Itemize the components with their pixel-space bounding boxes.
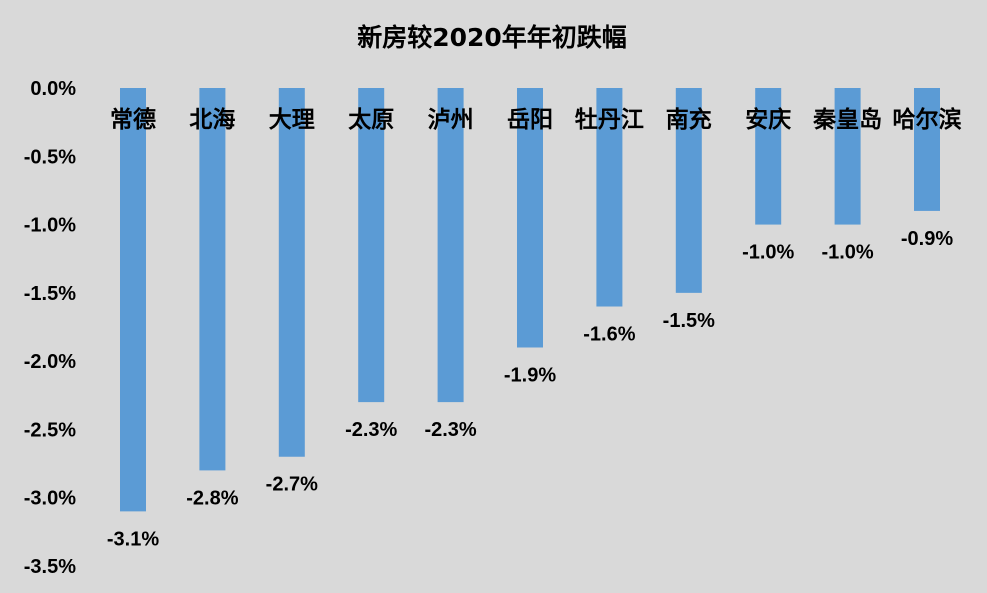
category-labels: 常德 北海 大理 太原 泸州 岳阳 牡丹江 南充 安庆 秦皇岛 哈尔滨: [110, 106, 962, 133]
bar: [675, 88, 702, 293]
bar: [358, 88, 385, 403]
category-label: 牡丹江: [575, 107, 644, 133]
value-label: -1.0%: [821, 242, 873, 264]
value-label: -2.7%: [266, 474, 318, 496]
category-label: 安庆: [745, 106, 791, 133]
y-tick-label: -2.5%: [24, 419, 76, 441]
bar: [914, 88, 940, 211]
bar: [437, 88, 464, 403]
category-label: 南充: [666, 106, 712, 133]
bars-group: [120, 88, 940, 512]
value-label: -3.1%: [107, 528, 159, 550]
category-label: 哈尔滨: [893, 106, 962, 133]
category-label: 太原: [348, 107, 394, 133]
y-axis-ticks: 0.0% -0.5% -1.0% -1.5% -2.0% -2.5% -3.0% -3.5%: [24, 78, 76, 578]
y-tick-label: 0.0%: [30, 78, 76, 100]
category-label: 岳阳: [507, 107, 553, 133]
bar: [755, 88, 782, 225]
value-labels: -3.1% -2.8% -2.7% -2.3% -2.3% -1.9% -1.6% -1.5%…: [107, 228, 953, 550]
bar: [834, 88, 861, 225]
value-label: -1.5%: [663, 310, 715, 332]
category-label: 北海: [189, 106, 235, 133]
category-label: 泸州: [428, 107, 474, 133]
y-tick-label: -3.5%: [24, 556, 76, 578]
bar: [278, 88, 305, 457]
value-label: -2.3%: [424, 419, 476, 441]
value-label: -1.6%: [583, 324, 635, 346]
y-tick-label: -1.5%: [24, 283, 76, 305]
category-label: 大理: [269, 107, 315, 133]
bar: [517, 88, 543, 348]
value-label: -2.8%: [186, 487, 238, 509]
bar: [199, 88, 226, 471]
bar: [120, 88, 146, 512]
y-tick-label: -2.0%: [24, 351, 76, 373]
category-label: 常德: [110, 106, 156, 133]
value-label: -1.9%: [504, 364, 556, 386]
y-tick-label: -0.5%: [24, 146, 76, 168]
y-tick-label: -3.0%: [24, 488, 76, 510]
category-label: 秦皇岛: [812, 106, 882, 133]
value-label: -2.3%: [345, 419, 397, 441]
y-tick-label: -1.0%: [24, 215, 76, 237]
value-label: -0.9%: [901, 228, 953, 250]
value-label: -1.0%: [742, 242, 794, 264]
bar: [596, 88, 623, 307]
chart-title: 新房较2020年年初跌幅: [357, 23, 627, 52]
